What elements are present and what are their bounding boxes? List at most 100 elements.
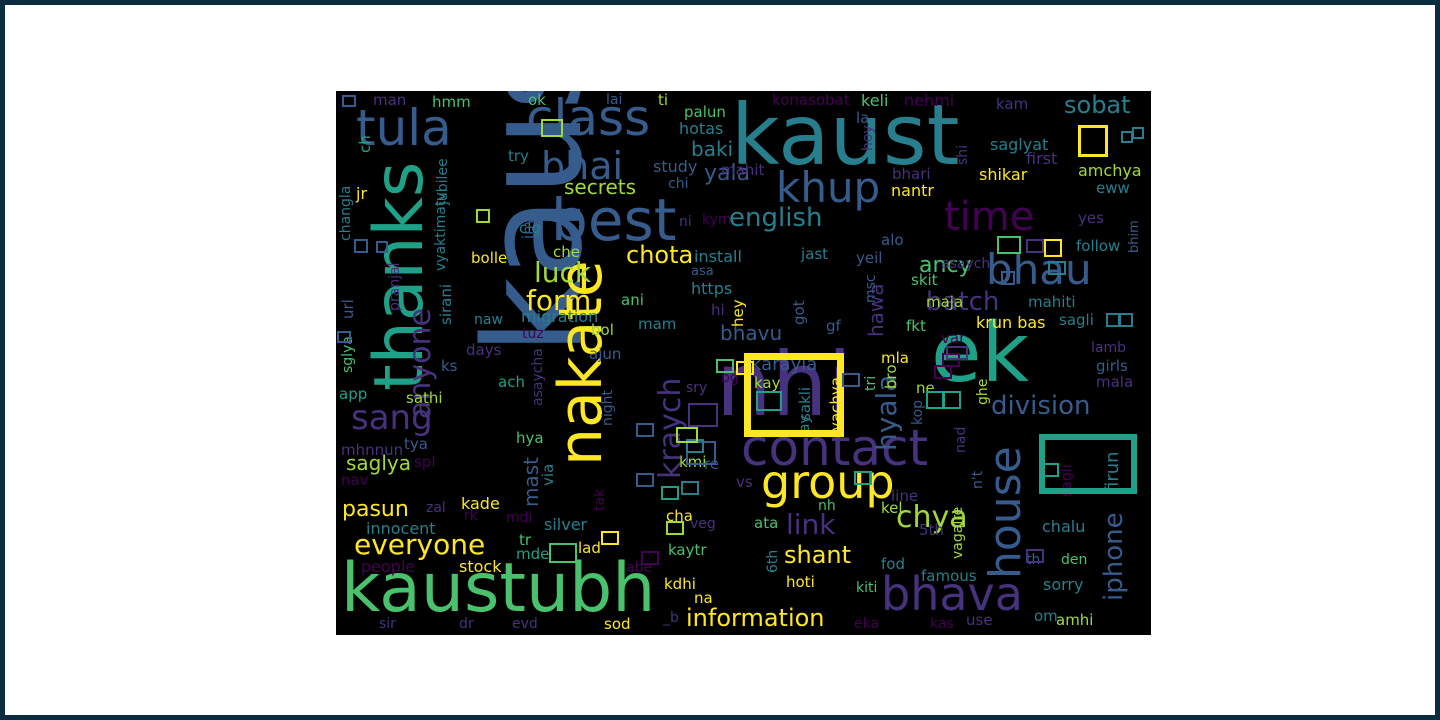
word-kmi: kmi (679, 453, 707, 471)
word-6th: 6th (765, 549, 781, 573)
missing-glyph-box (1044, 239, 1062, 257)
missing-glyph-box (1001, 271, 1015, 285)
word-sathi: sathi (406, 389, 443, 407)
word-hoy: hoy (860, 125, 876, 151)
word-5th: 5th (919, 521, 944, 539)
missing-glyph-box (854, 471, 872, 485)
word-ach: ach (498, 373, 525, 391)
word-sagli: sagli (1059, 311, 1094, 329)
missing-glyph-box (661, 486, 679, 500)
word-link: link (786, 508, 836, 541)
word-asaych: asaych (941, 256, 991, 272)
word-kaytr: kaytr (668, 541, 707, 559)
word-innocent: innocent (366, 519, 436, 538)
word-famous: famous (921, 567, 977, 585)
word-information: information (686, 604, 825, 632)
word-palun: palun (684, 103, 726, 121)
word-dr: dr (459, 616, 474, 632)
missing-glyph-box (337, 331, 351, 343)
word-ch: ch (356, 135, 374, 153)
word-ni: ni (679, 214, 692, 230)
word-kam: kam (996, 95, 1029, 113)
missing-glyph-box (934, 365, 952, 379)
word-class: class (526, 91, 651, 147)
word-var: var (941, 329, 966, 347)
word-kiti: kiti (856, 580, 878, 596)
word-iphone: iphone (1099, 512, 1129, 601)
word-sirani: sirani (437, 283, 455, 325)
word-bro: bro (882, 364, 900, 389)
missing-glyph-box (1078, 125, 1108, 157)
word-krun-bas: krun bas (976, 313, 1046, 332)
word-gf: gf (826, 317, 841, 335)
word-house: house (980, 446, 1031, 579)
word-bolle: bolle (471, 249, 508, 267)
word-try: try (508, 147, 529, 165)
word-jast: jast (801, 245, 829, 263)
word-yeil: yeil (856, 249, 883, 267)
word-migration: migration (521, 307, 599, 326)
word-hmm: hmm (432, 93, 471, 111)
word-app: app (339, 385, 368, 403)
missing-glyph-box (1119, 313, 1133, 327)
word-tuz: tuz (522, 326, 544, 342)
word-chalu: chalu (1042, 517, 1086, 536)
missing-glyph-box (681, 481, 699, 495)
word-clg: clg (519, 219, 541, 237)
word-lai: lai (606, 92, 623, 108)
word-secrets: secrets (564, 175, 637, 199)
word-jnv: jnv (519, 216, 537, 239)
word-sobat: sobat (1064, 91, 1131, 119)
word-pasun: pasun (342, 497, 409, 522)
word-evd: evd (512, 616, 538, 632)
word-night: night (600, 389, 616, 426)
word-shant: shant (784, 541, 852, 569)
word-sod: sod (604, 615, 631, 633)
word-mde: mde (516, 545, 550, 563)
word-asaycha: asaycha (530, 348, 546, 406)
word-chi: chi (668, 176, 689, 192)
word-fod: fod (881, 555, 905, 573)
word-kel: kel (881, 499, 903, 517)
word-changla: changla (338, 185, 354, 241)
missing-glyph-box (686, 441, 716, 465)
word-kade: kade (461, 494, 500, 513)
word-ajun: ajun (589, 345, 622, 363)
word-bhim: bhim (1127, 220, 1142, 253)
word-lad: lad (578, 539, 601, 557)
word-best: best (551, 186, 677, 254)
word-amhi: amhi (1056, 611, 1094, 629)
word-na: na (694, 589, 713, 607)
word-got: got (790, 300, 808, 325)
word-ghe: ghe (975, 378, 991, 405)
word-karayla: karayla (751, 354, 818, 375)
word-sorry: sorry (1043, 575, 1084, 594)
word-vyaktimatv: vyaktimatv (433, 192, 449, 271)
word-mam: mam (638, 315, 677, 333)
word-kdhi: kdhi (664, 575, 696, 593)
word-th: th (1026, 552, 1041, 568)
word-ks: ks (441, 357, 458, 375)
word-nh: nh (818, 498, 836, 514)
missing-glyph-box (342, 95, 356, 107)
word-hey: hey (729, 299, 747, 327)
missing-glyph-box (676, 427, 698, 443)
word-vs: vs (736, 473, 753, 491)
word-tak: tak (592, 488, 608, 511)
missing-glyph-box (636, 473, 654, 487)
word-kaust: kaust (731, 91, 960, 184)
missing-glyph-box (476, 209, 490, 223)
word-ata: ata (754, 514, 779, 532)
word-yes: yes (1078, 209, 1104, 227)
word-chya: chya (896, 500, 968, 535)
word-sang: sang (351, 398, 433, 438)
word-group: group (761, 455, 895, 509)
missing-glyph-box (666, 521, 684, 535)
word-n-t: n't (970, 470, 986, 489)
word-cha: cha (666, 507, 693, 525)
word-shi: shi (955, 144, 971, 165)
word-english: english (729, 203, 823, 233)
missing-glyph-box (736, 361, 754, 375)
word-first: first (1026, 149, 1058, 168)
word-study: study (653, 157, 698, 176)
